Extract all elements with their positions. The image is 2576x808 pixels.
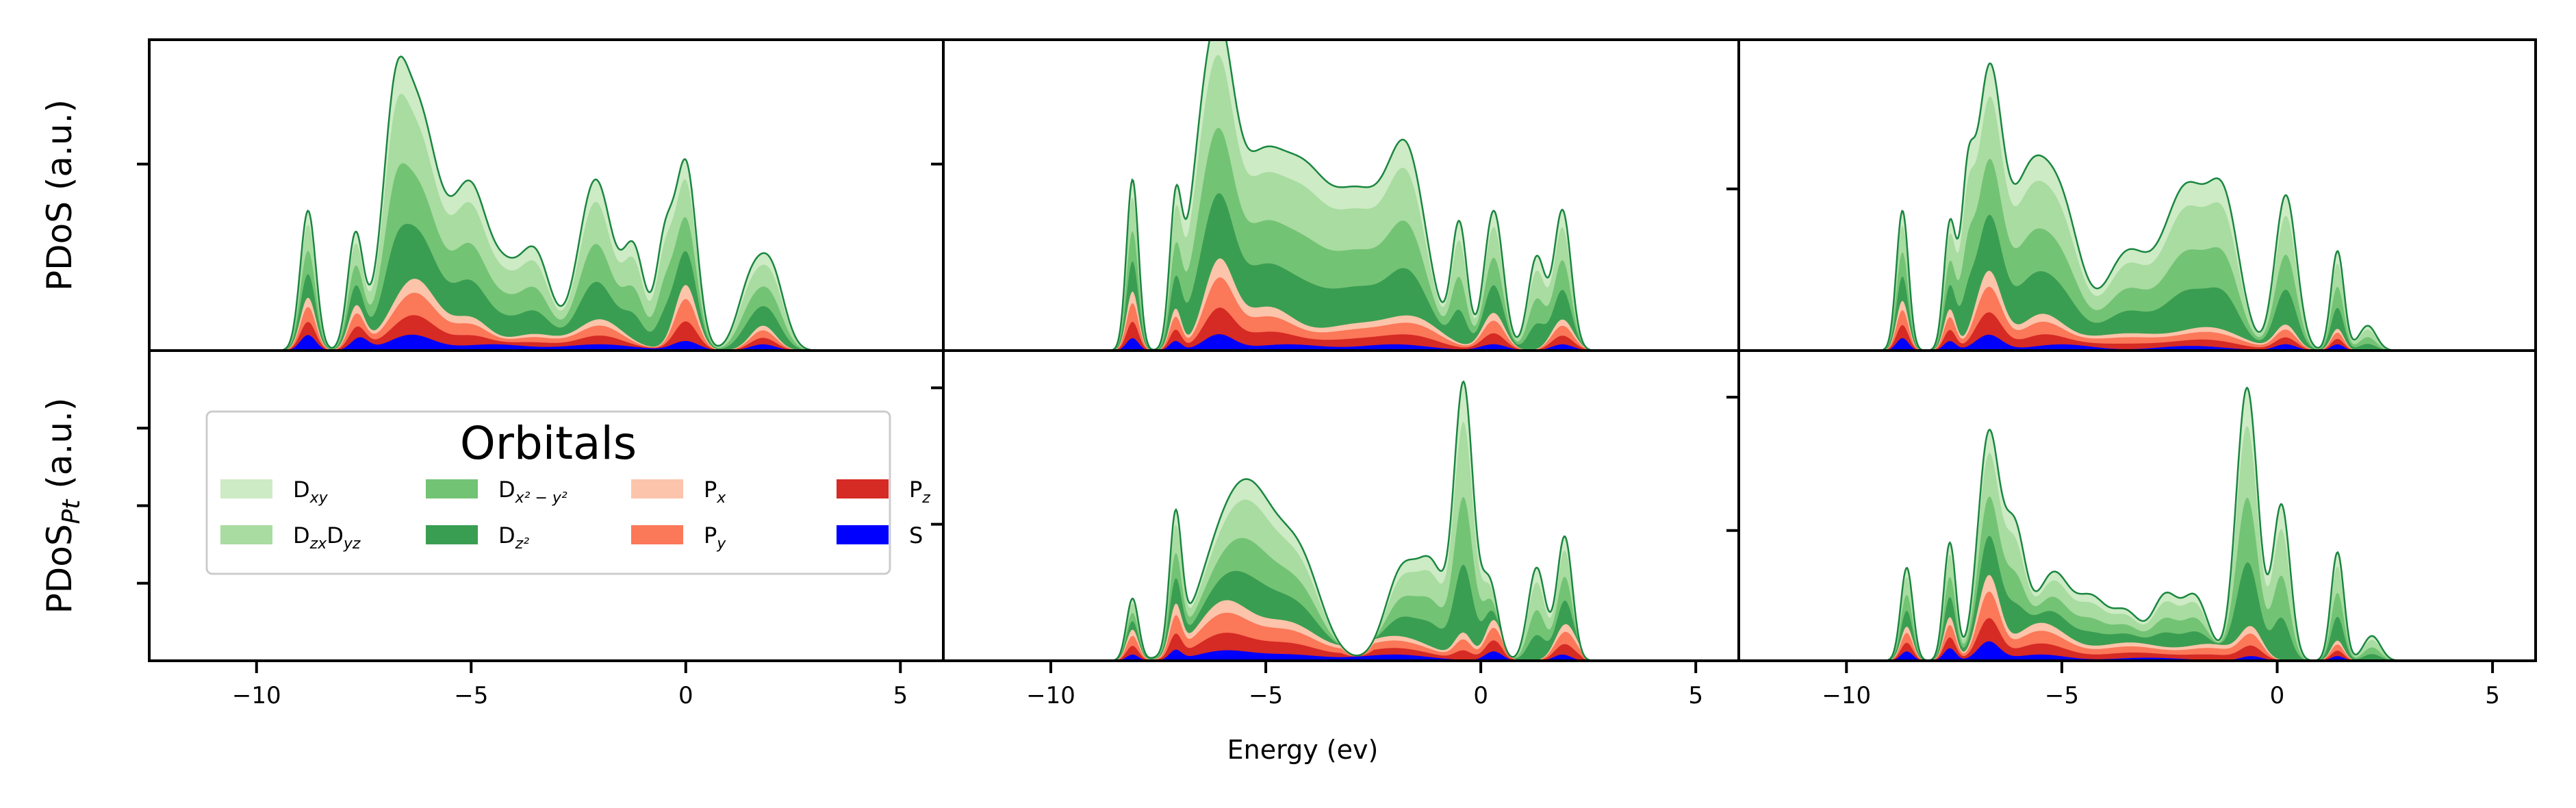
xtick-label: 5 — [893, 682, 908, 709]
legend-label-Dzx: DzxDyz — [293, 522, 361, 553]
legend: Orbitals Dxy DzxDyz Dx² − y² Dz² Px Py Pz S — [205, 410, 930, 575]
legend-entries: Dxy DzxDyz Dx² − y² Dz² Px Py Pz S — [220, 477, 930, 553]
xtick-c2-2: 0 — [2270, 661, 2285, 709]
area-Px-r0c1 — [1008, 258, 1705, 351]
xtick-c1-0: −10 — [1026, 661, 1075, 709]
total-edge-r0c0 — [170, 55, 909, 351]
legend-entry-Dxy: Dxy — [220, 477, 329, 507]
area-Dzx-r1c1 — [1008, 422, 1705, 661]
legend-entry-Dz2: Dz² — [426, 522, 529, 553]
xtick-c0-3: 5 — [893, 661, 908, 709]
panel-r0-c1 — [931, 38, 1740, 352]
legend-swatch-Py — [631, 525, 683, 544]
xtick-label: −5 — [1249, 682, 1283, 709]
area-Py-r0c1 — [1008, 277, 1705, 351]
y-axis-label-row0: PDoS (a.u.) — [40, 99, 79, 291]
xtick-c2-0: −10 — [1822, 661, 1871, 709]
legend-entry-Dzx: DzxDyz — [220, 522, 361, 553]
panels-layer: −10 −5 0 5 −10 −5 0 5 −10 −5 0 5 — [137, 38, 2537, 709]
area-S-r0c2 — [1803, 334, 2501, 351]
legend-swatch-Dxy — [220, 479, 272, 498]
legend-entry-Pz: Pz — [837, 477, 930, 507]
legend-label-Dxy: Dxy — [293, 477, 329, 507]
area-Dz2-r0c1 — [1008, 193, 1705, 351]
total-edge-r1c1 — [1008, 380, 1705, 661]
legend-label-Py: Py — [704, 522, 726, 553]
panel-r1-c2: −10 −5 0 5 — [1726, 349, 2537, 709]
area-Dz2-r1c1 — [1008, 564, 1705, 661]
xtick-c0-1: −5 — [454, 661, 488, 709]
xtick-c0-2: 0 — [678, 661, 693, 709]
xtick-c2-3: 5 — [2485, 661, 2500, 709]
area-S-r1c2 — [1803, 641, 2501, 661]
area-Py-r1c1 — [1008, 612, 1705, 661]
xtick-c1-3: 5 — [1688, 661, 1703, 709]
legend-swatch-Px — [631, 479, 683, 498]
y-axis-label-row1: PDoSPt (a.u.) — [40, 398, 86, 614]
panel-frame-r1c1 — [942, 349, 1740, 662]
legend-frame — [205, 410, 891, 575]
legend-swatch-Pz — [837, 479, 889, 498]
area-S-r0c0 — [170, 334, 909, 351]
area-Px-r1c1 — [1008, 600, 1705, 661]
panel-r1-c0: −10 −5 0 5 — [137, 349, 945, 709]
legend-label-Dz2: Dz² — [498, 522, 529, 553]
area-Dx2-r1c1 — [1008, 496, 1705, 661]
xtick-label: 5 — [2485, 682, 2500, 709]
xtick-label: −10 — [232, 682, 281, 709]
xtick-label: −5 — [454, 682, 488, 709]
panel-frame-r1c2 — [1737, 349, 2537, 662]
legend-swatch-S — [837, 525, 889, 544]
legend-label-Px: Px — [704, 477, 726, 507]
legend-label-S: S — [909, 522, 923, 548]
legend-label-Pz: Pz — [909, 477, 930, 507]
total-edge-r0c1 — [1008, 40, 1705, 351]
xtick-c1-1: −5 — [1249, 661, 1283, 709]
area-Pz-r1c1 — [1008, 633, 1705, 661]
legend-title: Orbitals — [460, 417, 637, 470]
legend-entry-Dx2: Dx² − y² — [426, 477, 568, 507]
area-S-r1c1 — [1008, 649, 1705, 661]
legend-swatch-Dx2 — [426, 479, 478, 498]
legend-label-Dx2: Dx² − y² — [498, 477, 568, 507]
xtick-label: −10 — [1822, 682, 1871, 709]
legend-entry-Px: Px — [631, 477, 726, 507]
xtick-c0-0: −10 — [232, 661, 281, 709]
xtick-label: 0 — [2270, 682, 2285, 709]
xtick-label: 5 — [1688, 682, 1703, 709]
total-edge-r1c2 — [1803, 386, 2501, 661]
xtick-label: −10 — [1026, 682, 1075, 709]
area-Pz-r0c1 — [1008, 307, 1705, 351]
panel-r1-c1: −10 −5 0 5 — [931, 349, 1740, 709]
legend-swatch-Dzx — [220, 525, 272, 544]
area-Dxy-r1c1 — [1008, 381, 1705, 661]
labels-layer: Energy (ev) PDoS (a.u.) PDoSPt (a.u.) — [40, 99, 1378, 765]
total-edge-r0c2 — [1803, 62, 2501, 351]
xtick-label: 0 — [678, 682, 693, 709]
panel-r0-c2 — [1726, 38, 2537, 352]
xtick-c2-1: −5 — [2045, 661, 2079, 709]
xtick-label: 0 — [1473, 682, 1488, 709]
xtick-c1-2: 0 — [1473, 661, 1488, 709]
legend-entry-Py: Py — [631, 522, 726, 553]
area-S-r0c1 — [1008, 334, 1705, 351]
legend-entry-S: S — [837, 522, 923, 548]
xtick-label: −5 — [2045, 682, 2079, 709]
legend-swatch-Dz2 — [426, 525, 478, 544]
panel-r0-c0 — [137, 38, 945, 352]
x-axis-label: Energy (ev) — [1227, 735, 1379, 765]
